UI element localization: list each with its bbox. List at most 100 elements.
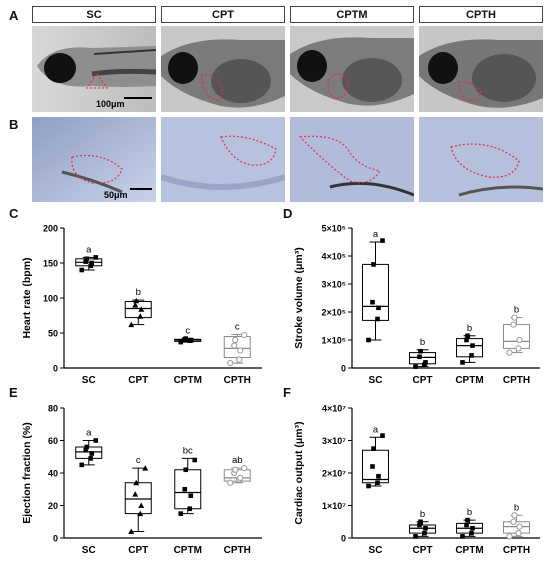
data-point-d-1-4	[418, 348, 423, 354]
group-header-cpt: CPT	[161, 6, 285, 23]
data-point-e-0-3	[83, 447, 89, 453]
y-axis-label-f: Cardiac output (μm³)	[293, 421, 305, 524]
data-point-e-1-0	[128, 528, 135, 534]
data-point-e-3-0	[227, 479, 234, 486]
data-point-d-0-4	[371, 262, 376, 267]
group-header-cptm: CPTM	[290, 6, 414, 23]
x-tick-label-f-3: CPTH	[503, 545, 530, 556]
data-point-f-1-3	[417, 522, 422, 528]
data-point-d-2-3	[464, 337, 469, 343]
box-e-2	[174, 469, 202, 510]
data-point-e-2-2	[188, 493, 194, 499]
y-tick-label-e-2: 40	[48, 469, 58, 479]
data-point-f-0-3	[370, 464, 375, 469]
y-axis-label-d: Stroke volume (μm³)	[293, 247, 305, 349]
data-point-d-0-0	[366, 337, 371, 343]
y-tick-label-d-1: 1×10⁵	[322, 336, 347, 346]
data-point-c-1-4	[133, 297, 140, 304]
data-point-e-3-2	[237, 474, 244, 481]
data-point-f-0-5	[380, 433, 385, 438]
data-point-c-0-4	[84, 256, 90, 262]
data-point-d-1-2	[423, 360, 428, 365]
y-tick-label-f-3: 3×10⁷	[322, 436, 346, 446]
data-point-e-3-5	[241, 465, 248, 472]
significance-letter-f-1: b	[420, 509, 425, 520]
significance-letter-d-3: b	[514, 305, 519, 316]
data-point-d-3-4	[511, 314, 518, 321]
data-point-d-2-4	[465, 333, 470, 339]
data-point-d-1-0	[413, 364, 418, 369]
scalebar-label-b: 50μm	[104, 190, 128, 200]
significance-letter-e-1: c	[136, 455, 141, 466]
data-point-e-2-0	[178, 511, 184, 516]
x-tick-label-e-2: CPTM	[174, 545, 202, 556]
data-point-f-3-4	[511, 512, 518, 519]
group-header-cpth: CPTH	[419, 6, 543, 23]
y-tick-label-d-4: 4×10⁵	[322, 252, 347, 262]
data-point-c-0-1	[88, 263, 94, 269]
y-tick-label-c-2: 100	[43, 294, 58, 304]
data-point-c-2-2	[188, 337, 194, 343]
y-tick-label-d-2: 2×10⁵	[322, 308, 347, 318]
data-point-e-1-2	[138, 502, 145, 508]
data-point-e-1-4	[133, 479, 140, 486]
panel-letter-e: E	[9, 385, 18, 400]
data-point-c-2-4	[183, 336, 189, 341]
y-tick-label-f-0: 0	[341, 534, 346, 544]
data-point-e-2-3	[182, 486, 188, 492]
data-point-f-1-4	[418, 519, 423, 525]
data-point-e-2-5	[192, 457, 198, 463]
data-point-d-0-2	[376, 305, 381, 311]
data-point-c-1-2	[138, 306, 145, 312]
data-point-c-3-5	[241, 332, 248, 339]
y-tick-label-e-4: 80	[48, 404, 58, 414]
x-tick-label-d-0: SC	[369, 375, 383, 386]
significance-letter-d-1: b	[420, 337, 425, 348]
x-tick-label-f-2: CPTM	[455, 545, 483, 556]
y-tick-label-c-0: 0	[53, 364, 58, 374]
significance-letter-d-0: a	[373, 229, 379, 240]
data-point-f-3-3	[510, 518, 517, 525]
y-axis-label-e: Ejection fraction (%)	[21, 422, 33, 524]
significance-letter-e-2: bc	[183, 445, 193, 456]
panel-letter-b: B	[9, 117, 19, 132]
x-tick-label-d-2: CPTM	[455, 375, 483, 386]
photo-a-cpt	[161, 26, 285, 112]
data-point-e-1-5	[142, 465, 149, 471]
data-point-f-1-0	[413, 534, 418, 539]
data-point-f-2-1	[469, 530, 474, 536]
panel-letter-d: D	[283, 206, 293, 221]
data-point-f-1-2	[423, 525, 428, 531]
y-tick-label-d-3: 3×10⁵	[322, 280, 347, 290]
y-tick-label-e-3: 60	[48, 436, 58, 446]
x-tick-label-f-0: SC	[369, 545, 383, 556]
x-tick-label-e-1: CPT	[128, 545, 148, 556]
data-point-f-3-2	[516, 523, 523, 530]
photo-b-cptm	[290, 117, 414, 202]
group-header-sc: SC	[32, 6, 156, 23]
data-point-d-2-0	[460, 360, 465, 365]
x-tick-label-c-2: CPTM	[174, 375, 202, 386]
chart-d: 0 1×10⁵ 2×10⁵ 3×10⁵ 4×10⁵ 5×10⁵ Stroke volume …	[293, 224, 540, 386]
y-tick-label-f-2: 2×10⁷	[322, 469, 346, 479]
significance-letter-d-2: b	[467, 323, 472, 334]
significance-letter-f-0: a	[373, 424, 379, 435]
photo-b-cpth	[419, 117, 543, 202]
data-point-e-0-0	[79, 462, 85, 468]
y-tick-label-e-1: 20	[48, 501, 58, 511]
box-d-3	[503, 324, 530, 349]
photo-a-sc	[32, 26, 156, 112]
significance-letter-c-2: c	[185, 326, 190, 337]
significance-letter-f-3: b	[514, 502, 519, 513]
data-point-d-2-2	[470, 343, 475, 348]
data-point-c-3-3	[231, 342, 238, 349]
y-tick-label-e-0: 0	[53, 534, 58, 544]
data-point-d-0-1	[375, 316, 380, 322]
data-point-c-1-3	[132, 302, 139, 308]
data-point-c-0-5	[93, 255, 99, 260]
data-point-f-3-0	[506, 533, 513, 540]
data-point-e-0-5	[93, 438, 99, 443]
chart-f: 0 1×10⁷ 2×10⁷ 3×10⁷ 4×10⁷ Cardiac output (μm³…	[293, 404, 540, 556]
data-point-f-2-4	[465, 517, 470, 523]
x-tick-label-d-1: CPT	[413, 375, 433, 386]
